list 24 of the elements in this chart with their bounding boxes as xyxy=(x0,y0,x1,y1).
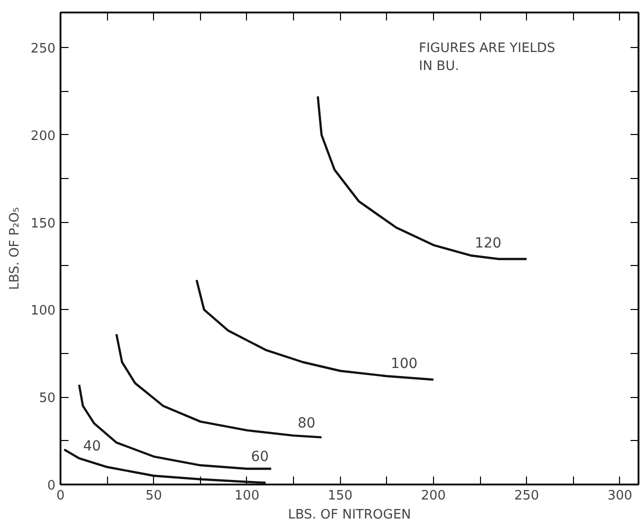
y-tick-label: 100 xyxy=(30,304,56,319)
x-tick-label: 150 xyxy=(328,488,353,504)
annotation: 80 xyxy=(298,416,316,432)
line-series xyxy=(196,278,435,381)
line-series xyxy=(78,384,272,470)
y-tick-label: 0 xyxy=(47,478,56,494)
y-axis-title: LBS. OF P₂O₅ xyxy=(8,207,23,290)
annotation: 100 xyxy=(390,356,418,372)
x-tick-label: 300 xyxy=(607,488,632,504)
annotation: 60 xyxy=(250,448,269,465)
annotation: FIGURES ARE YIELDS IN BU. xyxy=(418,40,556,74)
x-tick-label: 250 xyxy=(514,488,540,504)
y-tick-label: 250 xyxy=(30,41,56,56)
y-tick-label: 150 xyxy=(30,216,56,232)
annotation: 40 xyxy=(83,438,101,454)
x-tick-label: 200 xyxy=(420,488,446,504)
line-series xyxy=(316,95,528,260)
x-tick-label: 100 xyxy=(234,488,260,504)
x-axis-title: LBS. OF NITROGEN xyxy=(288,508,412,522)
annotation: 120 xyxy=(474,235,502,252)
y-tick-label: 200 xyxy=(30,128,56,144)
line-series xyxy=(115,333,323,438)
x-tick-label: 50 xyxy=(145,488,162,504)
y-tick-label: 50 xyxy=(38,391,56,406)
